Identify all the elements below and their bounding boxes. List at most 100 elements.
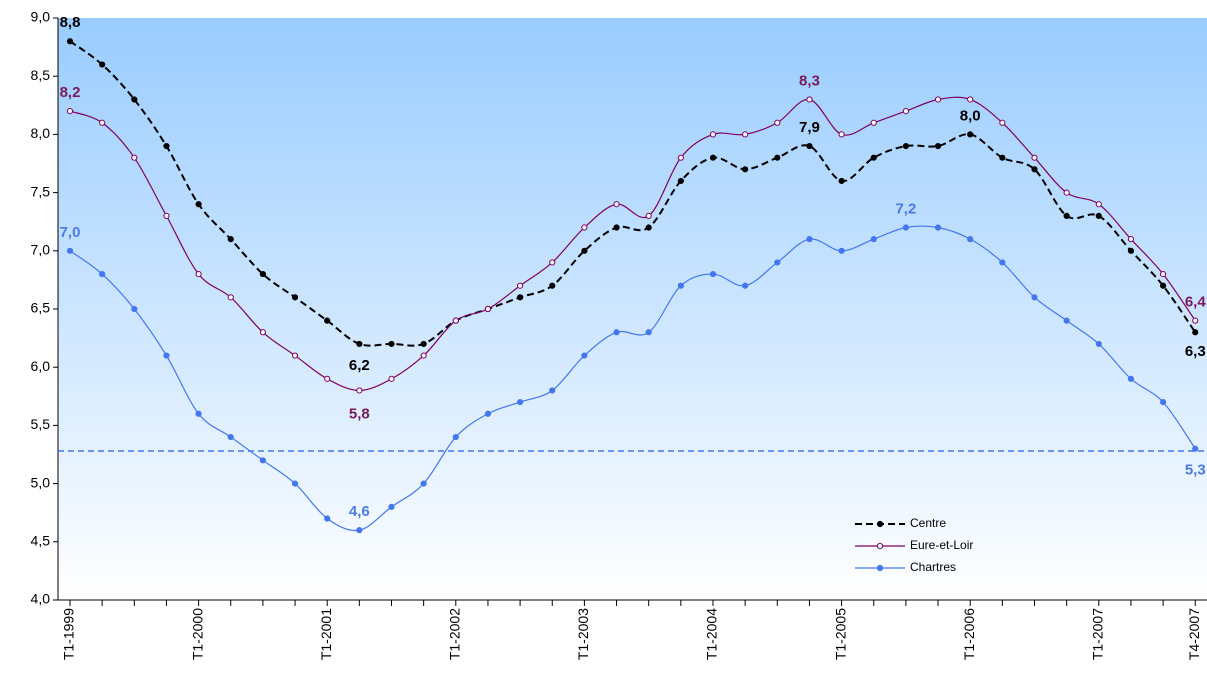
- point: [549, 259, 556, 266]
- point: [452, 433, 459, 441]
- point: [388, 340, 395, 348]
- point: [999, 259, 1006, 266]
- y-tick-label: 4,5: [31, 533, 51, 549]
- point: [131, 305, 138, 313]
- point: [291, 352, 299, 359]
- point: [934, 96, 942, 103]
- y-tick-label: 9,0: [31, 9, 51, 25]
- point: [934, 224, 942, 231]
- point: [388, 503, 395, 510]
- data-label: 4,6: [349, 503, 370, 520]
- x-tick-label: T1-2003: [575, 608, 591, 660]
- point: [870, 154, 877, 161]
- x-tick-label: T1-2006: [961, 608, 977, 660]
- point: [742, 282, 749, 289]
- x-tick-label: T4-2007: [1186, 608, 1202, 660]
- point: [1127, 236, 1135, 243]
- point: [645, 212, 652, 219]
- point: [291, 294, 299, 301]
- point: [549, 282, 556, 289]
- point: [99, 270, 106, 278]
- point: [517, 282, 524, 289]
- point: [1192, 329, 1199, 336]
- y-tick-label: 5,0: [31, 474, 51, 490]
- point: [806, 142, 813, 150]
- point: [677, 282, 684, 289]
- point: [99, 61, 106, 68]
- y-tick-label: 4,0: [31, 591, 51, 607]
- legend-label: Eure-et-Loir: [910, 538, 973, 552]
- point: [742, 131, 749, 138]
- y-tick-label: 7,5: [31, 183, 51, 199]
- point: [356, 340, 363, 348]
- y-tick-label: 8,5: [31, 67, 51, 83]
- point: [388, 375, 395, 382]
- point: [677, 154, 684, 161]
- point: [999, 119, 1006, 126]
- point: [517, 294, 524, 301]
- point: [613, 224, 620, 231]
- data-label: 6,3: [1185, 343, 1206, 360]
- point: [195, 410, 202, 417]
- x-tick-label: T1-2000: [189, 608, 205, 660]
- point: [66, 38, 74, 45]
- point: [677, 177, 684, 185]
- point: [517, 399, 524, 406]
- point: [1192, 317, 1199, 324]
- point: [227, 294, 234, 301]
- point: [1063, 212, 1070, 219]
- point: [902, 108, 910, 115]
- point: [581, 352, 588, 359]
- point: [999, 154, 1006, 161]
- point: [613, 329, 620, 336]
- x-tick-label: T1-2002: [447, 608, 463, 660]
- point: [870, 119, 877, 126]
- point: [774, 154, 781, 161]
- data-label: 6,2: [349, 357, 370, 374]
- x-tick-label: T1-1999: [61, 608, 77, 660]
- point: [227, 236, 234, 243]
- point: [645, 224, 652, 231]
- point: [870, 236, 877, 243]
- point: [645, 329, 652, 336]
- data-label: 5,8: [349, 405, 370, 422]
- point: [1031, 294, 1038, 301]
- y-tick-label: 6,0: [31, 358, 51, 374]
- point: [163, 142, 170, 150]
- point: [806, 96, 813, 103]
- data-label: 8,2: [60, 84, 81, 101]
- point: [1127, 247, 1135, 254]
- data-label: 7,0: [60, 224, 81, 241]
- point: [1160, 270, 1167, 278]
- point: [484, 305, 492, 313]
- point: [1192, 445, 1199, 452]
- point: [1063, 189, 1070, 196]
- point: [324, 317, 331, 324]
- point: [1095, 212, 1102, 219]
- point: [774, 119, 781, 126]
- data-label: 8,0: [960, 107, 981, 124]
- point: [484, 410, 492, 417]
- point: [967, 236, 974, 243]
- legend-label: Chartres: [910, 560, 956, 574]
- point: [1160, 282, 1167, 289]
- data-label: 8,3: [799, 72, 820, 89]
- point: [163, 212, 170, 219]
- point: [324, 375, 331, 382]
- data-label: 7,9: [799, 119, 820, 136]
- point: [131, 154, 138, 161]
- point: [66, 247, 74, 254]
- x-tick-label: T1-2001: [318, 608, 334, 660]
- point: [259, 457, 266, 464]
- point: [838, 177, 845, 185]
- point: [163, 352, 170, 359]
- x-tick-label: T1-2007: [1090, 608, 1106, 660]
- point: [420, 480, 427, 487]
- x-tick-label: T1-2005: [832, 608, 848, 660]
- data-label: 5,3: [1185, 462, 1206, 479]
- point: [259, 329, 266, 336]
- point: [1095, 201, 1102, 208]
- point: [902, 224, 910, 231]
- legend-marker: [876, 542, 884, 550]
